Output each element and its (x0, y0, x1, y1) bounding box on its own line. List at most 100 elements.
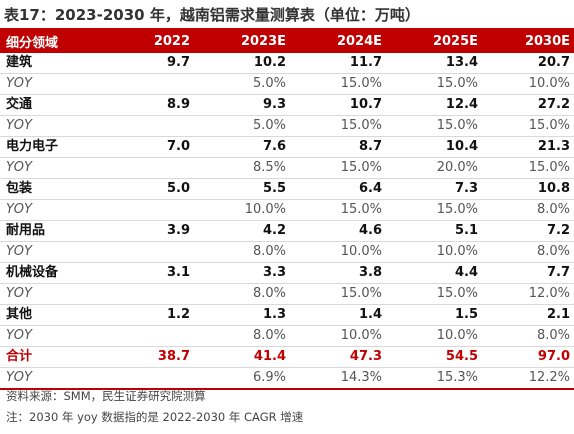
table-cell: 10.0% (386, 325, 482, 347)
yoy-row: YOY 5.0% 15.0% 15.0% 10.0% (0, 73, 574, 95)
row-label: 交通 (0, 94, 92, 116)
yoy-row: YOY 10.0% 15.0% 15.0% 8.0% (0, 199, 574, 221)
table-cell: 15.0% (290, 157, 386, 179)
table-cell: 47.3 (290, 346, 386, 368)
table-cell: 8.0% (194, 325, 290, 347)
row-label: 机械设备 (0, 262, 92, 284)
table-cell: 8.0% (194, 241, 290, 263)
row-label: 耐用品 (0, 220, 92, 242)
table-cell (92, 73, 194, 95)
table-cell: 8.0% (482, 241, 574, 263)
table-cell: 13.4 (386, 53, 482, 74)
table-cell: 14.3% (290, 367, 386, 390)
table-cell: 20.7 (482, 53, 574, 74)
table-cell: 15.0% (482, 115, 574, 137)
table-cell (92, 115, 194, 137)
table-cell: 8.0% (482, 325, 574, 347)
table-cell: 1.2 (92, 304, 194, 326)
table-cell: 10.8 (482, 178, 574, 200)
table-cell: 97.0 (482, 346, 574, 368)
source-note: 资料来源：SMM，民生证券研究院测算 (6, 389, 206, 403)
table-cell: 3.9 (92, 220, 194, 242)
yoy-row: YOY 8.5% 15.0% 20.0% 15.0% (0, 157, 574, 179)
table-cell: 38.7 (92, 346, 194, 368)
row-label: YOY (0, 73, 92, 95)
table-cell: 1.4 (290, 304, 386, 326)
column-header: 2022 (92, 30, 194, 53)
table-cell: 3.3 (194, 262, 290, 284)
title-divider (0, 28, 574, 30)
table-cell: 11.7 (290, 53, 386, 74)
table-row: 机械设备 3.1 3.3 3.8 4.4 7.7 (0, 262, 574, 284)
table-cell: 10.0% (482, 73, 574, 95)
column-header: 2024E (290, 30, 386, 53)
table-cell (92, 241, 194, 263)
row-label: 其他 (0, 304, 92, 326)
table-cell: 5.0% (194, 73, 290, 95)
row-label: 建筑 (0, 53, 92, 74)
yoy-row: YOY 8.0% 10.0% 10.0% 8.0% (0, 325, 574, 347)
table-cell: 7.6 (194, 136, 290, 158)
row-label: YOY (0, 325, 92, 347)
table-cell: 2.1 (482, 304, 574, 326)
table-cell: 20.0% (386, 157, 482, 179)
table-cell: 10.0% (290, 325, 386, 347)
table-cell (92, 283, 194, 305)
table-cell: 5.5 (194, 178, 290, 200)
table-cell: 10.0% (386, 241, 482, 263)
table-cell: 15.3% (386, 367, 482, 390)
table-cell: 15.0% (290, 115, 386, 137)
table-cell: 3.1 (92, 262, 194, 284)
table-cell: 1.5 (386, 304, 482, 326)
table-cell: 4.6 (290, 220, 386, 242)
table-cell: 15.0% (290, 199, 386, 221)
table-cell: 8.0% (194, 283, 290, 305)
table-cell: 54.5 (386, 346, 482, 368)
table-cell: 15.0% (386, 283, 482, 305)
row-label: YOY (0, 283, 92, 305)
table-cell: 8.0% (482, 199, 574, 221)
table-cell: 10.7 (290, 94, 386, 116)
table-cell (92, 325, 194, 347)
table-cell: 15.0% (386, 73, 482, 95)
table-row: 电力电子 7.0 7.6 8.7 10.4 21.3 (0, 136, 574, 158)
table-row: 建筑 9.7 10.2 11.7 13.4 20.7 (0, 53, 574, 74)
row-label: YOY (0, 199, 92, 221)
row-label: YOY (0, 115, 92, 137)
table-cell: 15.0% (386, 199, 482, 221)
aluminum-demand-table: 细分领域 2022 2023E 2024E 2025E 2030E 建筑 9.7 1… (0, 30, 574, 390)
table-cell: 9.7 (92, 53, 194, 74)
yoy-row: YOY 8.0% 15.0% 15.0% 12.0% (0, 283, 574, 305)
table-cell (92, 157, 194, 179)
table-cell: 12.0% (482, 283, 574, 305)
table-cell: 4.2 (194, 220, 290, 242)
table-cell: 6.4 (290, 178, 386, 200)
table-header-row: 细分领域 2022 2023E 2024E 2025E 2030E (0, 30, 574, 53)
table-cell: 10.4 (386, 136, 482, 158)
column-header: 2030E (482, 30, 574, 53)
table-cell: 15.0% (482, 157, 574, 179)
table-cell: 7.3 (386, 178, 482, 200)
column-header: 细分领域 (0, 30, 92, 53)
table-cell: 41.4 (194, 346, 290, 368)
table-cell (92, 367, 194, 390)
table-cell: 5.0 (92, 178, 194, 200)
table-cell: 15.0% (386, 115, 482, 137)
table-cell: 12.4 (386, 94, 482, 116)
column-header: 2023E (194, 30, 290, 53)
table-cell: 6.9% (194, 367, 290, 390)
row-label: YOY (0, 367, 92, 390)
yoy-row: YOY 5.0% 15.0% 15.0% 15.0% (0, 115, 574, 137)
table-cell: 15.0% (290, 73, 386, 95)
table-cell: 7.7 (482, 262, 574, 284)
table-cell: 10.0% (194, 199, 290, 221)
table-row: 交通 8.9 9.3 10.7 12.4 27.2 (0, 94, 574, 116)
table-row: 耐用品 3.9 4.2 4.6 5.1 7.2 (0, 220, 574, 242)
total-row: 合计 38.7 41.4 47.3 54.5 97.0 (0, 346, 574, 368)
table-cell (92, 199, 194, 221)
table-cell: 8.9 (92, 94, 194, 116)
row-label: YOY (0, 241, 92, 263)
total-yoy-row: YOY 6.9% 14.3% 15.3% 12.2% (0, 367, 574, 390)
row-label: 合计 (0, 346, 92, 368)
table-cell: 10.0% (290, 241, 386, 263)
